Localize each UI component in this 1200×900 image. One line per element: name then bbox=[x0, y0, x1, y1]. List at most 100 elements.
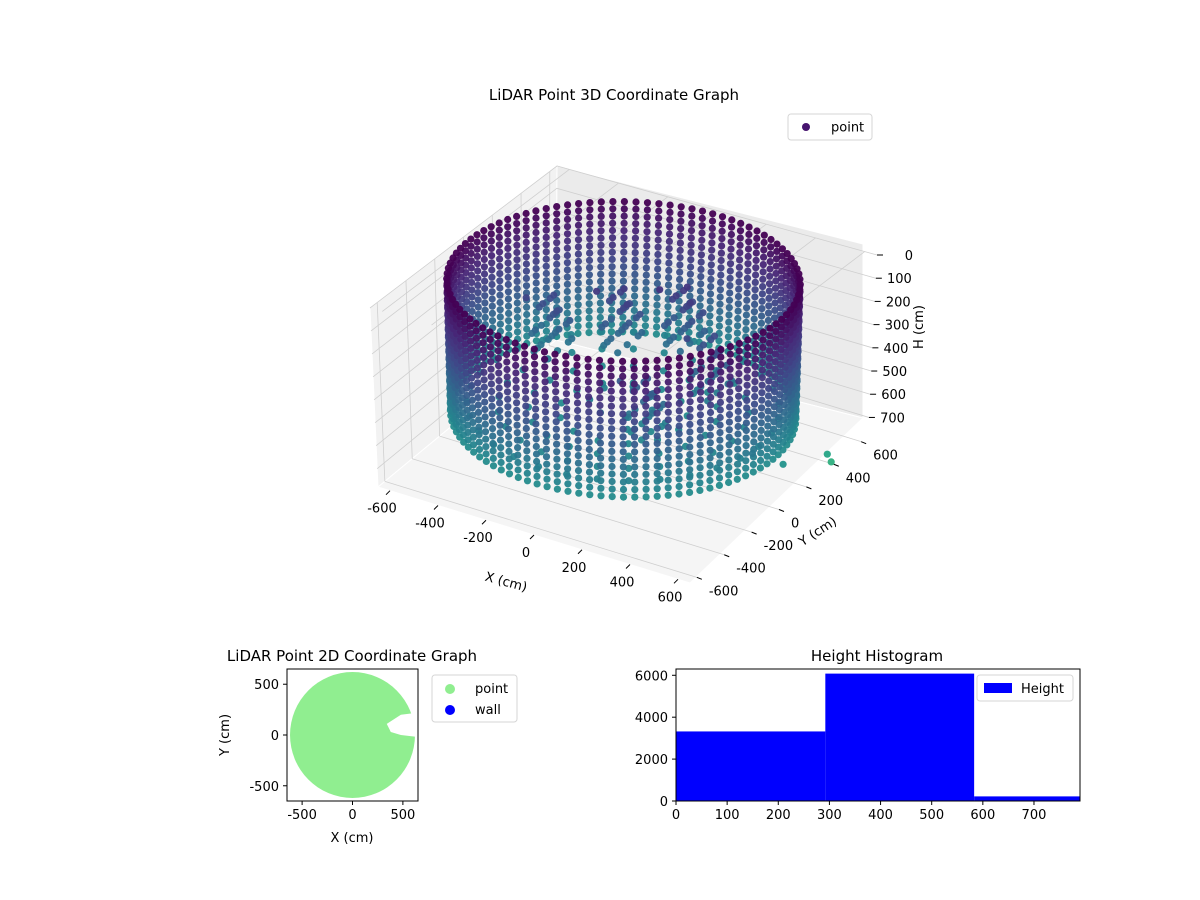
lidar-point bbox=[736, 227, 745, 235]
lidar-point bbox=[608, 255, 616, 263]
lidar-point bbox=[759, 275, 767, 283]
histogram-title: Height Histogram bbox=[811, 647, 943, 665]
lidar-point bbox=[443, 269, 451, 277]
lidar-point bbox=[697, 388, 705, 396]
lidar-point bbox=[743, 404, 751, 412]
lidar-point bbox=[608, 447, 616, 455]
lidar-point bbox=[737, 219, 745, 227]
lidar-point bbox=[480, 361, 488, 369]
lidar-point bbox=[443, 275, 451, 283]
lidar-point bbox=[489, 462, 498, 470]
lidar-point bbox=[631, 470, 639, 479]
lidar-point bbox=[563, 427, 571, 435]
lidar-point bbox=[521, 365, 529, 373]
lidar-point bbox=[717, 353, 725, 361]
lidar-point bbox=[504, 410, 512, 418]
lidar-point bbox=[597, 220, 605, 228]
lidar-point bbox=[716, 421, 724, 429]
lidar-point bbox=[623, 341, 631, 349]
lidar-point bbox=[770, 314, 779, 322]
lidar-point bbox=[469, 411, 477, 419]
histogram-y-tick-label: 4000 bbox=[635, 711, 668, 726]
lidar-point bbox=[575, 207, 583, 215]
lidar-point bbox=[487, 373, 495, 381]
lidar-point bbox=[532, 207, 540, 215]
lidar-point bbox=[532, 413, 540, 421]
lidar-point bbox=[601, 320, 610, 328]
lidar-point bbox=[481, 428, 490, 436]
x-tick-label: -400 bbox=[415, 516, 445, 531]
lidar-point bbox=[726, 403, 734, 411]
lidar-point bbox=[675, 319, 683, 327]
lidar-point bbox=[726, 388, 734, 396]
lidar-point bbox=[642, 470, 650, 478]
lidar-point bbox=[552, 410, 560, 418]
lidar-point bbox=[736, 256, 744, 264]
z-tick-label: 500 bbox=[882, 365, 907, 380]
lidar-point bbox=[764, 407, 772, 415]
lidar-point bbox=[596, 364, 604, 372]
lidar-point bbox=[585, 423, 593, 431]
lidar-point bbox=[619, 277, 628, 285]
lidar-point bbox=[553, 485, 562, 493]
lidar-point bbox=[532, 272, 540, 280]
lidar-point bbox=[687, 256, 695, 264]
lidar-point bbox=[745, 223, 753, 231]
lidar-point bbox=[596, 394, 604, 402]
lidar-point bbox=[642, 357, 650, 365]
lidar-point bbox=[750, 322, 758, 330]
lidar-point bbox=[553, 239, 561, 247]
lidar-point bbox=[608, 248, 616, 256]
lidar-point bbox=[514, 444, 522, 452]
lidar-point bbox=[759, 336, 767, 344]
lidar-point bbox=[496, 429, 504, 437]
lidar-point bbox=[630, 365, 638, 373]
lidar-point bbox=[643, 206, 652, 214]
lidar-point bbox=[771, 292, 779, 300]
lidar-point bbox=[638, 328, 646, 337]
lidar-point bbox=[542, 430, 550, 438]
lidar-point bbox=[608, 241, 617, 249]
lidar-point bbox=[522, 253, 530, 261]
lidar-point bbox=[461, 310, 469, 318]
lidar-point bbox=[474, 281, 482, 289]
lidar-point bbox=[494, 354, 502, 362]
lidar-point bbox=[771, 365, 779, 373]
lidar-point bbox=[532, 265, 540, 273]
lidar-point bbox=[745, 230, 753, 238]
lidar-point bbox=[666, 216, 674, 224]
lidar-point bbox=[686, 428, 694, 436]
lidar-point bbox=[564, 472, 572, 480]
lidar-point bbox=[771, 299, 779, 307]
lidar-point bbox=[563, 237, 572, 245]
lidar-point bbox=[574, 221, 583, 229]
lidar-point bbox=[778, 315, 786, 323]
lidar-point bbox=[564, 465, 572, 473]
lidar-point bbox=[494, 347, 502, 355]
lidar-point bbox=[532, 228, 540, 237]
grid-y-left bbox=[434, 258, 441, 437]
lidar-point bbox=[726, 395, 734, 404]
histogram-y-tick-label: 0 bbox=[660, 795, 668, 810]
lidar-point bbox=[664, 446, 672, 454]
lidar-point bbox=[766, 332, 774, 340]
lidar-point bbox=[468, 396, 476, 404]
lidar-point bbox=[686, 277, 694, 286]
x-tick-mark bbox=[529, 534, 535, 540]
lidar-point bbox=[586, 199, 594, 207]
lidar-point bbox=[563, 259, 572, 267]
lidar-point bbox=[670, 333, 678, 341]
lidar-point bbox=[664, 423, 672, 431]
lidar-point bbox=[620, 227, 628, 235]
lidar-point bbox=[487, 358, 495, 366]
x-tick-label: 200 bbox=[562, 561, 587, 576]
lidar-point bbox=[708, 246, 716, 254]
lidar-point bbox=[466, 315, 474, 323]
lidar-point bbox=[619, 270, 628, 278]
lidar-point bbox=[513, 306, 522, 314]
lidar-point bbox=[473, 260, 482, 268]
lidar-point bbox=[765, 280, 774, 288]
lidar-point bbox=[542, 284, 550, 292]
lidar-point bbox=[513, 248, 521, 257]
lidar-point bbox=[474, 310, 482, 318]
